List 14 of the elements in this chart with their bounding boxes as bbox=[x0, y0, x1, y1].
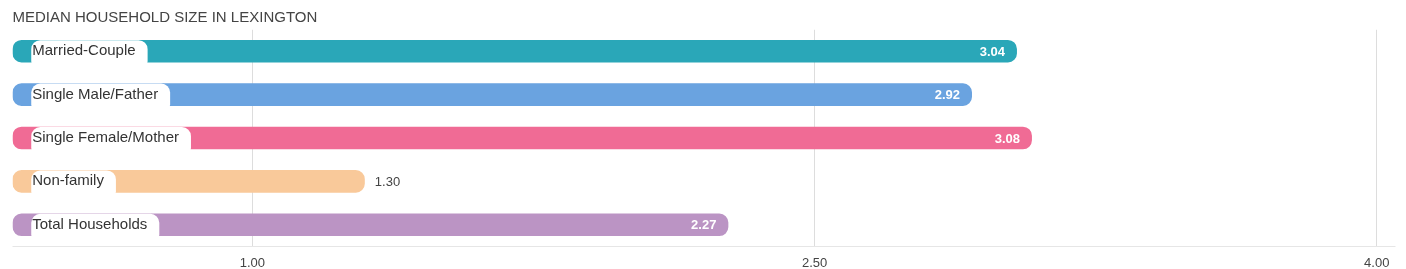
chart-title: MEDIAN HOUSEHOLD SIZE IN LEXINGTON bbox=[12, 7, 318, 25]
data-label: 2.27 bbox=[691, 217, 717, 233]
y-tick-label: Total Households bbox=[32, 214, 148, 232]
data-label: 2.92 bbox=[934, 87, 960, 103]
x-tick-label: 1.00 bbox=[239, 254, 266, 269]
data-label: 3.04 bbox=[979, 43, 1006, 59]
y-tick-label: Single Female/Mother bbox=[32, 128, 179, 145]
x-tick-label: 2.50 bbox=[801, 254, 828, 269]
y-tick-label: Non-family bbox=[32, 171, 105, 189]
data-label: 3.08 bbox=[994, 130, 1020, 146]
y-tick-label: Married-Couple bbox=[32, 41, 136, 59]
y-tick-label: Single Male/Father bbox=[32, 84, 159, 102]
x-tick-label: 4.00 bbox=[1364, 254, 1390, 269]
data-label: 1.30 bbox=[374, 173, 401, 189]
